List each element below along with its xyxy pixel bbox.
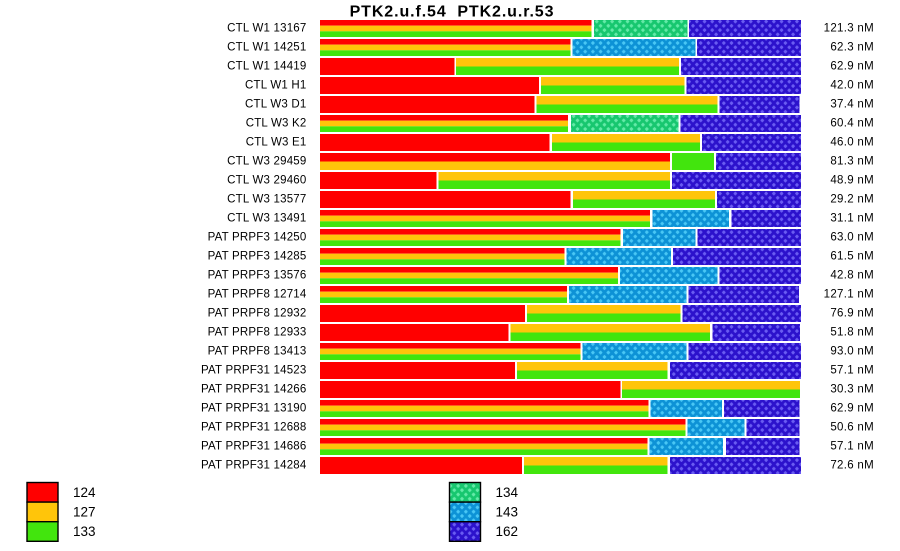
svg-text:PAT PRPF3 14285: PAT PRPF3 14285: [208, 251, 307, 263]
svg-text:CTL W3 29459: CTL W3 29459: [227, 156, 306, 168]
svg-text:63.0 nM: 63.0 nM: [830, 232, 874, 244]
svg-text:61.5 nM: 61.5 nM: [830, 251, 874, 263]
svg-text:124: 124: [73, 485, 96, 500]
svg-text:76.9 nM: 76.9 nM: [830, 308, 874, 320]
svg-text:62.3 nM: 62.3 nM: [830, 42, 874, 54]
svg-text:62.9 nM: 62.9 nM: [830, 403, 874, 415]
svg-text:57.1 nM: 57.1 nM: [830, 441, 874, 453]
svg-text:PAT PRPF8 13413: PAT PRPF8 13413: [208, 346, 307, 358]
svg-text:PAT PRPF31 12688: PAT PRPF31 12688: [201, 422, 306, 434]
svg-text:93.0 nM: 93.0 nM: [830, 346, 874, 358]
svg-text:PAT PRPF31 14686: PAT PRPF31 14686: [201, 441, 306, 453]
svg-text:134: 134: [496, 485, 519, 500]
svg-text:46.0 nM: 46.0 nM: [830, 137, 874, 149]
svg-text:29.2 nM: 29.2 nM: [830, 194, 874, 206]
svg-text:51.8 nM: 51.8 nM: [830, 327, 874, 339]
svg-text:121.3 nM: 121.3 nM: [824, 23, 874, 35]
svg-text:62.9 nM: 62.9 nM: [830, 61, 874, 73]
svg-text:CTL W1 14251: CTL W1 14251: [227, 42, 306, 54]
svg-text:CTL W1 13167: CTL W1 13167: [227, 23, 306, 35]
svg-text:127.1 nM: 127.1 nM: [824, 289, 874, 301]
svg-text:PAT PRPF3 14250: PAT PRPF3 14250: [208, 232, 307, 244]
svg-text:CTL W3 E1: CTL W3 E1: [246, 137, 307, 149]
svg-text:133: 133: [73, 524, 96, 539]
svg-text:PAT PRPF8 12932: PAT PRPF8 12932: [208, 308, 307, 320]
svg-text:57.1 nM: 57.1 nM: [830, 365, 874, 377]
svg-text:127: 127: [73, 504, 96, 519]
svg-text:50.6 nM: 50.6 nM: [830, 422, 874, 434]
svg-text:143: 143: [496, 504, 519, 519]
svg-text:162: 162: [496, 524, 519, 539]
svg-text:CTL W3 D1: CTL W3 D1: [245, 99, 306, 111]
svg-text:CTL W3 29460: CTL W3 29460: [227, 175, 306, 187]
svg-text:37.4 nM: 37.4 nM: [830, 99, 874, 111]
svg-text:48.9 nM: 48.9 nM: [830, 175, 874, 187]
svg-text:72.6 nM: 72.6 nM: [830, 460, 874, 472]
svg-text:60.4 nM: 60.4 nM: [830, 118, 874, 130]
svg-text:PTK2.u.f.54 PTK2.u.r.53: PTK2.u.f.54 PTK2.u.r.53: [350, 4, 555, 21]
svg-text:30.3 nM: 30.3 nM: [830, 384, 874, 396]
svg-text:CTL W1 H1: CTL W1 H1: [245, 80, 306, 92]
svg-text:CTL W1 14419: CTL W1 14419: [227, 61, 306, 73]
svg-text:PAT PRPF8 12933: PAT PRPF8 12933: [208, 327, 307, 339]
svg-text:PAT PRPF31 14523: PAT PRPF31 14523: [201, 365, 306, 377]
svg-text:81.3 nM: 81.3 nM: [830, 156, 874, 168]
svg-text:42.8 nM: 42.8 nM: [830, 270, 874, 282]
svg-text:CTL W3 13577: CTL W3 13577: [227, 194, 306, 206]
svg-text:PAT PRPF31 14266: PAT PRPF31 14266: [201, 384, 306, 396]
svg-text:CTL W3 K2: CTL W3 K2: [246, 118, 307, 130]
svg-text:31.1 nM: 31.1 nM: [830, 213, 874, 225]
svg-text:PAT PRPF31 14284: PAT PRPF31 14284: [201, 460, 307, 472]
svg-text:42.0 nM: 42.0 nM: [830, 80, 874, 92]
svg-text:PAT PRPF8 12714: PAT PRPF8 12714: [208, 289, 307, 301]
svg-text:PAT PRPF31 13190: PAT PRPF31 13190: [201, 403, 306, 415]
svg-text:CTL W3 13491: CTL W3 13491: [227, 213, 306, 225]
svg-text:PAT PRPF3 13576: PAT PRPF3 13576: [208, 270, 307, 282]
